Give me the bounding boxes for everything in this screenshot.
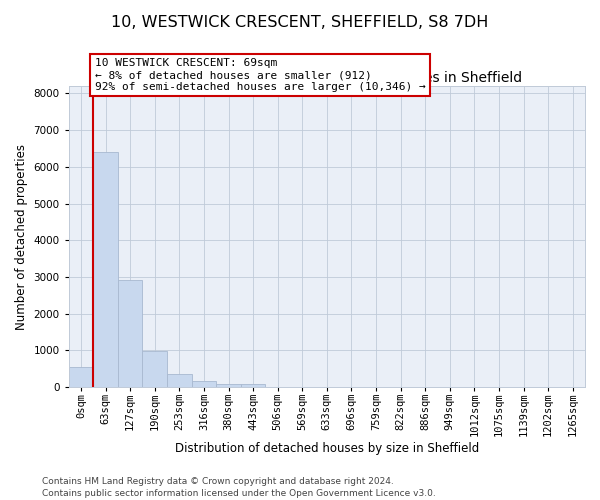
Bar (142, 351, 167, 387)
Text: 10, WESTWICK CRESCENT, SHEFFIELD, S8 7DH: 10, WESTWICK CRESCENT, SHEFFIELD, S8 7DH (112, 15, 488, 30)
Text: 10 WESTWICK CRESCENT: 69sqm
← 8% of detached houses are smaller (912)
92% of sem: 10 WESTWICK CRESCENT: 69sqm ← 8% of deta… (95, 58, 425, 92)
Bar (118, 280, 142, 387)
Y-axis label: Number of detached properties: Number of detached properties (15, 144, 28, 330)
Bar (93, 152, 118, 387)
Bar (69, 366, 93, 387)
Text: Contains HM Land Registry data © Crown copyright and database right 2024.
Contai: Contains HM Land Registry data © Crown c… (42, 476, 436, 498)
Title: Size of property relative to detached houses in Sheffield: Size of property relative to detached ho… (131, 71, 523, 85)
Bar (241, 384, 265, 387)
Bar (191, 382, 216, 387)
Bar (167, 374, 191, 387)
X-axis label: Distribution of detached houses by size in Sheffield: Distribution of detached houses by size … (175, 442, 479, 455)
Bar (216, 384, 241, 387)
